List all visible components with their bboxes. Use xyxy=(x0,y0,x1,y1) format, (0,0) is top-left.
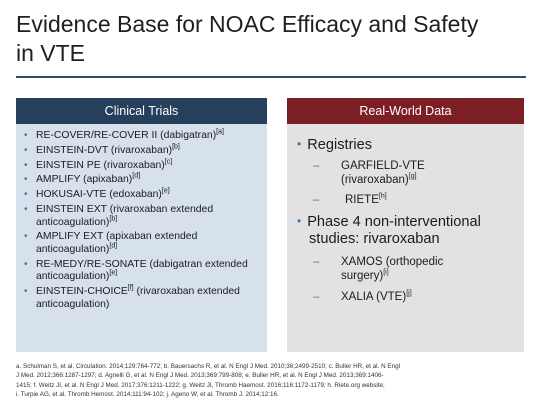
registry-name: RIETE xyxy=(345,194,379,206)
list-item: – GARFIELD-VTE (rivaroxaban)[g] xyxy=(313,159,425,187)
list-item: – XALIA (VTE)[j] xyxy=(313,290,412,304)
registries-label: Registries xyxy=(307,137,373,153)
list-item: • AMPLIFY (apixaban)[d] xyxy=(22,172,261,187)
trial-name: EINSTEIN-CHOICE xyxy=(36,286,128,298)
phase4-label: Phase 4 non-interventional xyxy=(307,214,481,230)
list-item: • EINSTEIN EXT (rivaroxaban extended anti… xyxy=(22,204,261,229)
bullet-icon: • xyxy=(297,214,302,228)
list-item: – XAMOS (orthopedic surgery)[i] xyxy=(313,255,444,283)
list-item: • RE-COVER/RE-COVER II (dabigatran)[a] xyxy=(22,128,261,143)
trial-name: AMPLIFY EXT (apixaban extended anticoagu… xyxy=(36,231,198,255)
dash-icon: – xyxy=(313,194,320,206)
bullet-icon: • xyxy=(24,286,28,298)
list-item: • EINSTEIN-CHOICE[f] (rivaroxaban extende… xyxy=(22,284,261,311)
citation-marker: [f] xyxy=(127,284,134,292)
references: a. Schulman S, et al. Circulation. 2014;… xyxy=(16,362,530,400)
citation-marker: [g] xyxy=(408,173,417,181)
list-item: • Registries xyxy=(297,136,372,154)
citation-marker: [a] xyxy=(216,128,224,136)
reference-line: 1415; f. Weitz JI, et al. N Engl J Med. … xyxy=(16,381,385,389)
citation-marker: [h] xyxy=(378,193,387,201)
bullet-icon: • xyxy=(24,144,28,156)
bullet-icon: • xyxy=(24,130,28,141)
list-item: • Phase 4 non-interventional studies: riv… xyxy=(297,213,481,248)
reference-line: J Med. 2012;366:1287-1297; d. Agnelli G,… xyxy=(16,372,384,380)
registry-drug: (rivaroxaban) xyxy=(341,174,409,186)
citation-marker: [c] xyxy=(164,158,173,166)
reference-line: a. Schulman S, et al. Circulation. 2014;… xyxy=(16,363,400,370)
clinical-trials-panel: • RE-COVER/RE-COVER II (dabigatran)[a] • E… xyxy=(16,124,267,352)
trial-name: EINSTEIN-DVT (rivaroxaban) xyxy=(36,144,173,156)
list-item: • HOKUSAI-VTE (edoxaban)[e] xyxy=(22,187,261,202)
real-world-data-panel: • Registries – GARFIELD-VTE (rivaroxaban)… xyxy=(287,124,524,352)
slide-title-line1: Evidence Base for NOAC Efficacy and Safe… xyxy=(16,11,479,37)
registry-name: GARFIELD-VTE xyxy=(341,160,425,172)
study-name: XAMOS (orthopedic xyxy=(341,256,444,268)
clinical-trials-header: Clinical Trials xyxy=(16,98,267,124)
title-divider xyxy=(16,76,526,78)
clinical-trials-list: • RE-COVER/RE-COVER II (dabigatran)[a] • E… xyxy=(16,124,267,311)
list-item: • RE-MEDY/RE-SONATE (dabigatran extended … xyxy=(22,259,261,284)
citation-marker: [d] xyxy=(109,242,118,250)
citation-marker: [e] xyxy=(109,269,118,277)
list-item: – RIETE[h] xyxy=(313,193,387,207)
citation-marker: [j] xyxy=(406,290,412,298)
real-world-data-header: Real-World Data xyxy=(287,98,524,124)
reference-line: i. Turpie AG, et al. Thromb Hemost. 2014… xyxy=(16,391,279,399)
list-item: • AMPLIFY EXT (apixaban extended anticoag… xyxy=(22,231,261,256)
trial-name: RE-MEDY/RE-SONATE (dabigatran extended a… xyxy=(36,258,248,283)
trial-name-suffix: (rivaroxaban extended anticoagulation) xyxy=(36,286,240,310)
trial-name: EINSTEIN PE (rivaroxaban) xyxy=(36,159,165,171)
citation-marker: [e] xyxy=(161,187,170,195)
citation-marker: [b] xyxy=(172,143,180,151)
study-name-continued: surgery) xyxy=(341,270,384,282)
slide-title: Evidence Base for NOAC Efficacy and Safe… xyxy=(16,10,526,68)
dash-icon: – xyxy=(313,160,320,172)
bullet-icon: • xyxy=(297,137,302,151)
trial-name: AMPLIFY (apixaban) xyxy=(36,174,133,186)
dash-icon: – xyxy=(313,256,320,268)
trial-name: HOKUSAI-VTE (edoxaban) xyxy=(36,189,162,201)
bullet-icon: • xyxy=(24,189,28,201)
bullet-icon: • xyxy=(24,258,28,270)
slide-title-line2: in VTE xyxy=(16,40,86,66)
citation-marker: [d] xyxy=(132,172,141,180)
trial-name: RE-COVER/RE-COVER II (dabigatran) xyxy=(36,130,217,141)
citation-marker: [i] xyxy=(383,269,389,277)
bullet-icon: • xyxy=(24,159,28,171)
bullet-icon: • xyxy=(24,174,28,186)
citation-marker: [b] xyxy=(109,215,118,223)
phase4-label-continued: studies: rivaroxaban xyxy=(309,231,440,247)
list-item: • EINSTEIN-DVT (rivaroxaban)[b] xyxy=(22,143,261,158)
bullet-icon: • xyxy=(24,231,28,243)
bullet-icon: • xyxy=(24,203,28,215)
study-name: XALIA (VTE) xyxy=(341,291,407,303)
list-item: • EINSTEIN PE (rivaroxaban)[c] xyxy=(22,158,261,173)
dash-icon: – xyxy=(313,291,320,303)
trial-name: EINSTEIN EXT (rivaroxaban extended antic… xyxy=(36,203,214,228)
